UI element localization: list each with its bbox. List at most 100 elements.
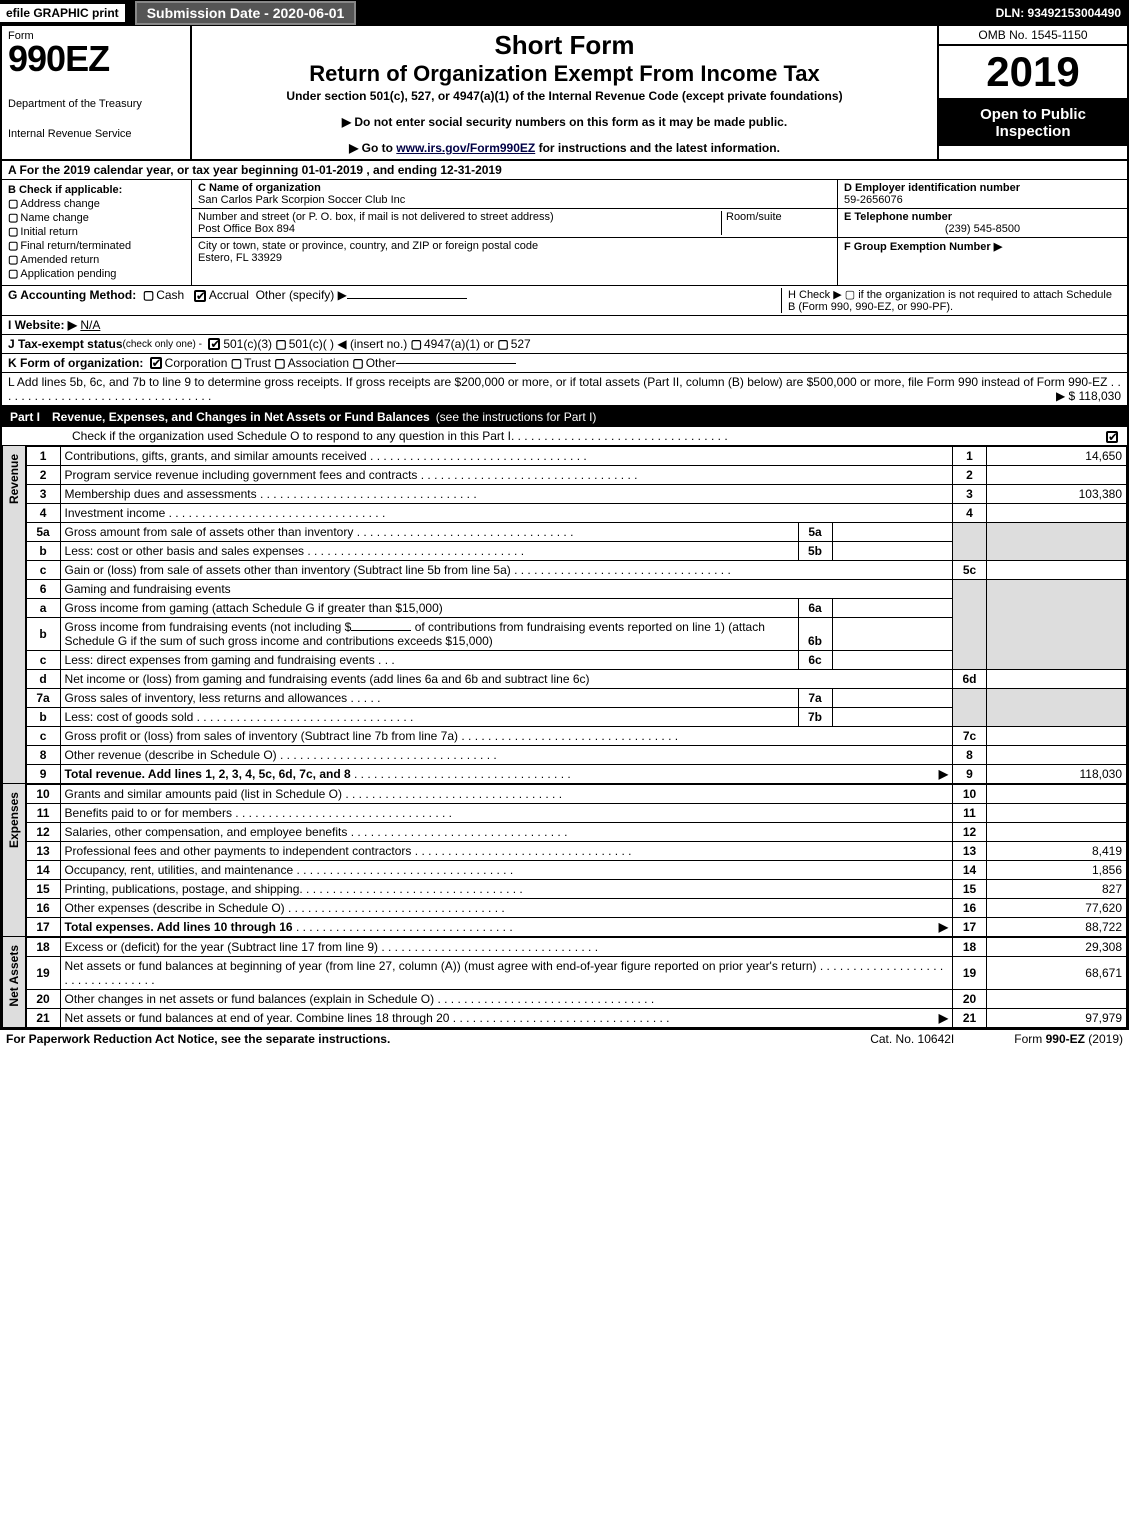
line12-col: 12 bbox=[953, 823, 987, 842]
line7a-sub: 7a bbox=[798, 689, 832, 707]
line5c-text: Gain or (loss) from sale of assets other… bbox=[60, 561, 952, 580]
l-text: L Add lines 5b, 6c, and 7b to line 9 to … bbox=[8, 375, 1107, 389]
line12-num: 12 bbox=[26, 823, 60, 842]
line20-amt bbox=[987, 990, 1127, 1009]
line19-num: 19 bbox=[26, 957, 60, 990]
line7b-sub: 7b bbox=[798, 708, 832, 726]
section-j: J Tax-exempt status (check only one) - 5… bbox=[2, 335, 1127, 354]
line14-num: 14 bbox=[26, 861, 60, 880]
line21-num: 21 bbox=[26, 1009, 60, 1028]
k-other-input[interactable] bbox=[396, 363, 516, 364]
line12-text: Salaries, other compensation, and employ… bbox=[60, 823, 952, 842]
g-other-input[interactable] bbox=[347, 298, 467, 299]
line15-col: 15 bbox=[953, 880, 987, 899]
line17-num: 17 bbox=[26, 918, 60, 937]
k-corp: Corporation bbox=[165, 356, 228, 370]
line5b-subamt bbox=[832, 542, 952, 560]
line6d-amt bbox=[987, 670, 1127, 689]
ein-label: D Employer identification number bbox=[844, 182, 1020, 194]
k-corp-checkbox[interactable] bbox=[150, 357, 162, 369]
cb-address-change-label: Address change bbox=[20, 198, 100, 210]
j-4947: 4947(a)(1) or bbox=[424, 337, 494, 351]
section-g-label: G Accounting Method: bbox=[8, 288, 136, 302]
line6d-col: 6d bbox=[953, 670, 987, 689]
line8-text: Other revenue (describe in Schedule O) bbox=[60, 746, 952, 765]
line16-amt: 77,620 bbox=[987, 899, 1127, 918]
revenue-table: 1 Contributions, gifts, grants, and simi… bbox=[26, 446, 1127, 784]
footer-form-num: 990-EZ bbox=[1046, 1032, 1085, 1046]
line5b-sub: 5b bbox=[798, 542, 832, 560]
line5a-row: Gross amount from sale of assets other t… bbox=[60, 523, 952, 542]
line18-num: 18 bbox=[26, 938, 60, 957]
part1-label: Part I bbox=[10, 410, 52, 424]
line11-amt bbox=[987, 804, 1127, 823]
line2-num: 2 bbox=[26, 466, 60, 485]
goto-link-row: ▶ Go to www.irs.gov/Form990EZ for instru… bbox=[200, 141, 929, 155]
line7b-text: Less: cost of goods sold bbox=[61, 708, 798, 726]
cb-initial-return[interactable]: ▢Initial return bbox=[8, 225, 185, 238]
line6c-sub: 6c bbox=[798, 651, 832, 669]
line7a-num: 7a bbox=[26, 689, 60, 708]
section-h: H Check ▶ ▢ if the organization is not r… bbox=[781, 288, 1121, 313]
g-cash[interactable]: Cash bbox=[156, 288, 184, 302]
line15-amt: 827 bbox=[987, 880, 1127, 899]
section-d: D Employer identification number 59-2656… bbox=[838, 180, 1127, 209]
cb-address-change[interactable]: ▢Address change bbox=[8, 197, 185, 210]
line6b-text1: Gross income from fundraising events (no… bbox=[61, 618, 798, 650]
line3-col: 3 bbox=[953, 485, 987, 504]
expenses-block: Expenses 10Grants and similar amounts pa… bbox=[0, 784, 1129, 937]
sched-o-text: Check if the organization used Schedule … bbox=[72, 429, 511, 443]
line7a-text: Gross sales of inventory, less returns a… bbox=[61, 689, 798, 707]
section-l: L Add lines 5b, 6c, and 7b to line 9 to … bbox=[2, 373, 1127, 405]
g-accrual: Accrual bbox=[209, 288, 249, 302]
short-form-title: Short Form bbox=[200, 30, 929, 61]
line11-text: Benefits paid to or for members bbox=[60, 804, 952, 823]
cb-application-pending[interactable]: ▢Application pending bbox=[8, 267, 185, 280]
cb-name-change[interactable]: ▢Name change bbox=[8, 211, 185, 224]
section-b-title: B Check if applicable: bbox=[8, 184, 185, 196]
line9-text: Total revenue. Add lines 1, 2, 3, 4, 5c,… bbox=[60, 765, 952, 784]
line9-col: 9 bbox=[953, 765, 987, 784]
j-501c3-checkbox[interactable] bbox=[208, 338, 220, 350]
line5c-col: 5c bbox=[953, 561, 987, 580]
line19-text: Net assets or fund balances at beginning… bbox=[60, 957, 952, 990]
line5a-subamt bbox=[832, 523, 952, 541]
cb-final-return[interactable]: ▢Final return/terminated bbox=[8, 239, 185, 252]
line6c-num: c bbox=[26, 651, 60, 670]
tax-year: 2019 bbox=[939, 46, 1127, 100]
street-block: Number and street (or P. O. box, if mail… bbox=[192, 209, 837, 238]
org-name-label: C Name of organization bbox=[198, 182, 321, 194]
line7c-amt bbox=[987, 727, 1127, 746]
line6c-row: Less: direct expenses from gaming and fu… bbox=[60, 651, 952, 670]
line6b-subamt bbox=[832, 618, 952, 650]
j-527: 527 bbox=[511, 337, 531, 351]
line11-col: 11 bbox=[953, 804, 987, 823]
city-block: City or town, state or province, country… bbox=[192, 238, 837, 285]
sched-o-checkbox[interactable] bbox=[1106, 431, 1118, 443]
line16-num: 16 bbox=[26, 899, 60, 918]
line6b-sub: 6b bbox=[798, 618, 832, 650]
line16-col: 16 bbox=[953, 899, 987, 918]
line5a-num: 5a bbox=[26, 523, 60, 542]
header-left: Form 990EZ Department of the Treasury In… bbox=[2, 26, 192, 159]
irs-link[interactable]: www.irs.gov/Form990EZ bbox=[396, 141, 535, 155]
submission-date-button[interactable]: Submission Date - 2020-06-01 bbox=[135, 1, 357, 25]
section-bcd-row: B Check if applicable: ▢Address change ▢… bbox=[2, 180, 1127, 286]
line6a-row: Gross income from gaming (attach Schedul… bbox=[60, 599, 952, 618]
phone-value: (239) 545-8500 bbox=[844, 223, 1121, 235]
line6a-text: Gross income from gaming (attach Schedul… bbox=[61, 599, 798, 617]
g-accrual-checkbox[interactable] bbox=[194, 290, 206, 302]
line21-text: Net assets or fund balances at end of ye… bbox=[60, 1009, 952, 1028]
footer-paperwork: For Paperwork Reduction Act Notice, see … bbox=[6, 1032, 390, 1046]
line6b-num: b bbox=[26, 618, 60, 651]
line20-col: 20 bbox=[953, 990, 987, 1009]
cb-amended-return[interactable]: ▢Amended return bbox=[8, 253, 185, 266]
line10-text: Grants and similar amounts paid (list in… bbox=[60, 785, 952, 804]
line18-col: 18 bbox=[953, 938, 987, 957]
line19-amt: 68,671 bbox=[987, 957, 1127, 990]
footer-form-suffix: (2019) bbox=[1085, 1032, 1123, 1046]
expenses-label: Expenses bbox=[2, 784, 26, 937]
form-number: 990EZ bbox=[8, 38, 184, 80]
footer-catno: Cat. No. 10642I bbox=[870, 1032, 954, 1046]
line13-amt: 8,419 bbox=[987, 842, 1127, 861]
